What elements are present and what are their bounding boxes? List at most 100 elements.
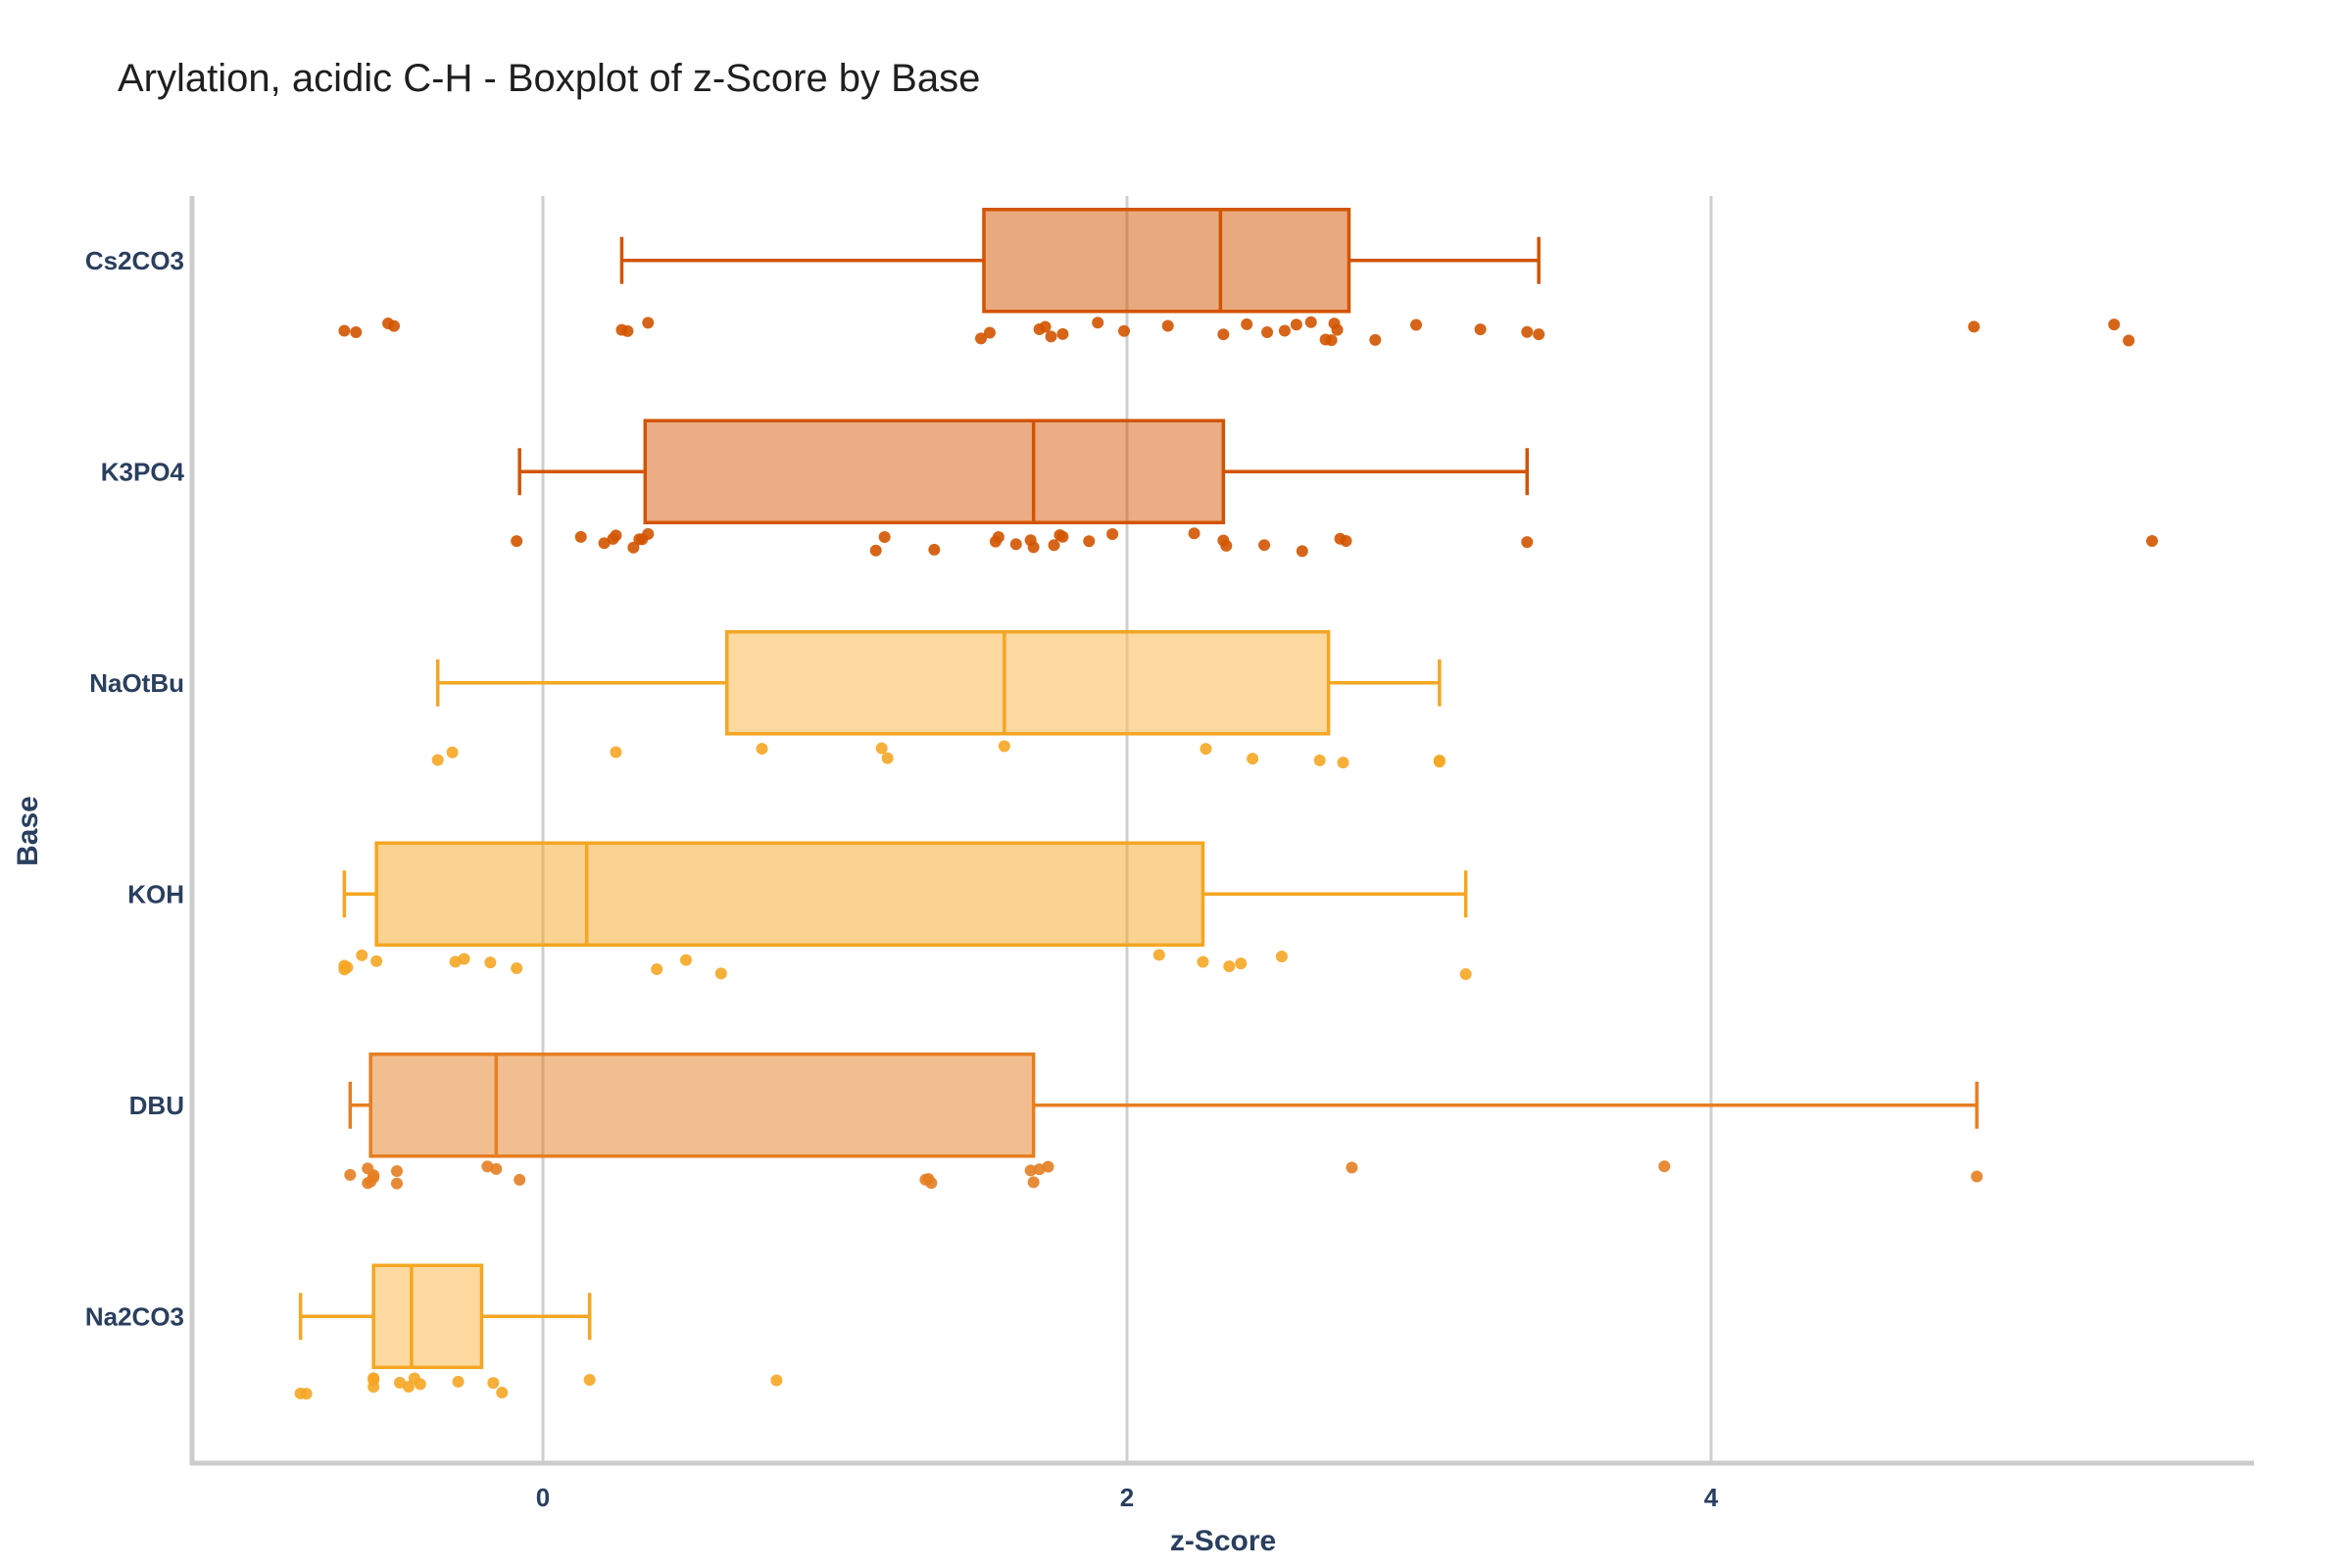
gridlines	[541, 196, 1713, 1463]
data-point	[1223, 959, 1236, 972]
data-point	[388, 319, 401, 332]
iqr-box	[982, 208, 1351, 314]
data-point	[2108, 318, 2121, 331]
data-point	[1009, 538, 1022, 551]
y-tick-label: NaOtBu	[89, 668, 184, 698]
data-point	[714, 967, 727, 980]
chart-title: Arylation, acidic C-H - Boxplot of z-Sco…	[118, 57, 981, 100]
data-point	[490, 1162, 503, 1175]
data-point	[1042, 1160, 1054, 1173]
data-point	[338, 959, 351, 972]
data-point	[446, 746, 459, 759]
data-point	[2145, 535, 2158, 548]
data-point	[1331, 323, 1344, 336]
axes	[189, 196, 2254, 1466]
data-point	[869, 544, 882, 557]
y-axis-title: Base	[12, 796, 44, 866]
data-point	[511, 961, 523, 974]
data-point	[881, 752, 894, 764]
data-point	[1039, 320, 1052, 333]
data-point	[514, 1173, 526, 1186]
box-KOH	[338, 841, 1472, 981]
data-point	[1278, 324, 1291, 337]
box-Cs2CO3	[338, 208, 2135, 347]
data-point	[574, 530, 587, 543]
data-point	[391, 1177, 403, 1190]
data-point	[1027, 541, 1040, 554]
data-point	[1024, 1164, 1037, 1177]
y-tick-label: KOH	[127, 879, 184, 908]
data-point	[1092, 317, 1104, 329]
data-point	[983, 326, 996, 339]
data-point	[621, 324, 634, 337]
y-tick-label: Cs2CO3	[85, 246, 184, 275]
data-point	[1106, 528, 1119, 541]
box-Na2CO3	[294, 1263, 783, 1400]
data-point	[1235, 957, 1248, 970]
data-point	[1188, 527, 1200, 540]
y-tick-label: K3PO4	[101, 457, 185, 486]
data-point	[680, 954, 693, 966]
data-point	[2123, 334, 2135, 347]
data-point	[1241, 318, 1253, 330]
iqr-box	[643, 418, 1226, 524]
x-tick-label: 0	[536, 1483, 550, 1512]
data-point	[642, 527, 655, 540]
box-series	[294, 208, 2158, 1400]
iqr-box	[724, 630, 1331, 736]
data-point	[1521, 536, 1534, 549]
x-tick-label: 2	[1120, 1483, 1134, 1512]
data-point	[1161, 319, 1174, 332]
y-tick-label: DBU	[129, 1091, 184, 1120]
data-point	[1474, 323, 1487, 336]
data-point	[362, 1162, 374, 1175]
data-point	[1048, 539, 1060, 552]
data-point	[1152, 949, 1165, 961]
data-point	[368, 1372, 380, 1385]
data-point	[496, 1387, 509, 1399]
iqr-box	[368, 1053, 1036, 1158]
data-point	[1658, 1160, 1671, 1173]
data-point	[300, 1388, 313, 1400]
data-point	[1968, 320, 1981, 333]
data-point	[925, 1177, 938, 1190]
data-point	[431, 754, 444, 766]
data-point	[1340, 535, 1352, 548]
tick-labels: 0 2 4 Cs2CO3 K3PO4 NaOtBu KOH DBU Na2CO3	[85, 246, 1719, 1512]
data-point	[1433, 754, 1446, 766]
data-point	[1459, 968, 1472, 981]
data-point	[1533, 328, 1545, 341]
y-tick-label: Na2CO3	[85, 1301, 184, 1331]
data-point	[1313, 754, 1326, 766]
data-point	[391, 1165, 403, 1178]
box-DBU	[344, 1053, 1984, 1190]
data-point	[1083, 535, 1096, 548]
data-point	[998, 740, 1010, 753]
data-point	[975, 332, 987, 345]
data-point	[1220, 539, 1233, 552]
data-point	[414, 1378, 426, 1391]
data-point	[1197, 956, 1209, 968]
data-point	[1296, 545, 1308, 558]
x-tick-label: 4	[1704, 1483, 1719, 1512]
box-NaOtBu	[431, 630, 1446, 769]
data-point	[875, 742, 888, 755]
data-point	[1247, 753, 1259, 765]
data-point	[756, 743, 768, 756]
data-point	[770, 1374, 783, 1387]
data-point	[487, 1377, 500, 1390]
data-point	[1325, 334, 1338, 347]
data-point	[1027, 1176, 1040, 1189]
data-point	[344, 1168, 357, 1181]
data-point	[1217, 328, 1230, 341]
data-point	[1410, 318, 1423, 331]
data-point	[338, 324, 351, 337]
data-point	[1971, 1170, 1984, 1183]
data-point	[642, 317, 655, 329]
data-point	[511, 535, 523, 548]
data-point	[610, 746, 622, 759]
data-point	[356, 949, 368, 961]
data-point	[1304, 316, 1317, 328]
data-point	[402, 1381, 415, 1394]
